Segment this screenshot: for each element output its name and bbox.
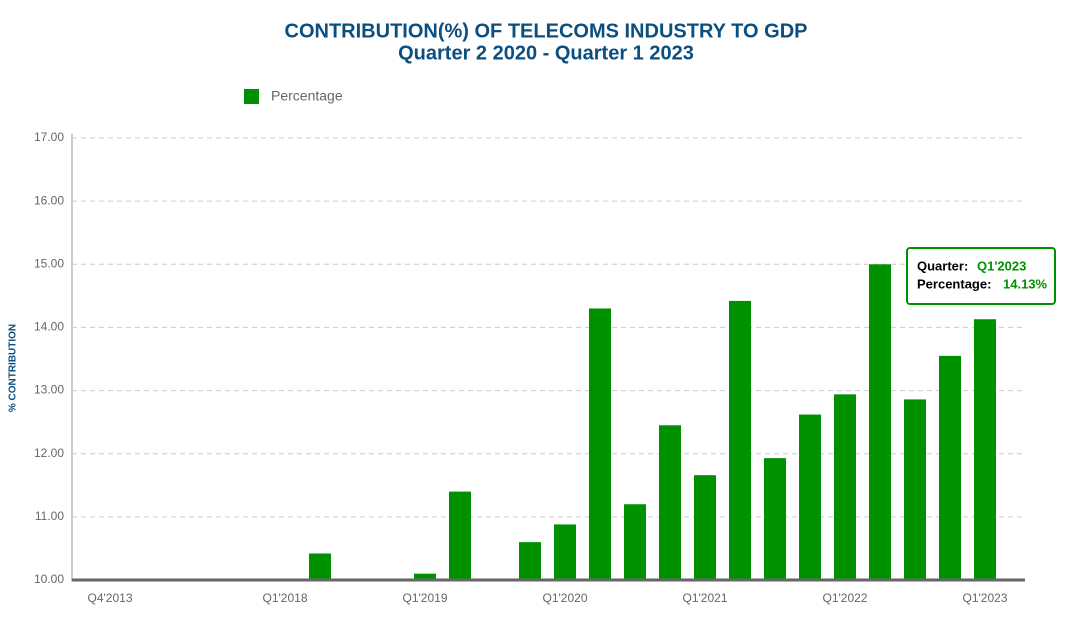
bar	[659, 425, 681, 580]
bar	[414, 573, 436, 580]
tooltip-key: Percentage:	[917, 276, 991, 291]
bar	[764, 458, 786, 580]
chart-subtitle: Quarter 2 2020 - Quarter 1 2023	[398, 42, 694, 64]
bar	[799, 414, 821, 580]
bar	[904, 399, 926, 580]
tooltip-key: Quarter:	[917, 258, 968, 273]
x-tick-label: Q1'2018	[263, 591, 308, 605]
bar	[939, 355, 961, 580]
bar	[869, 264, 891, 580]
x-tick-label: Q4'2013	[88, 591, 133, 605]
legend-label[interactable]: Percentage	[271, 88, 343, 104]
y-tick-label: 11.00	[35, 509, 64, 523]
tooltip-value: Q1'2023	[977, 258, 1026, 273]
tooltip-box	[906, 247, 1056, 305]
y-axis-label: % CONTRIBUTION	[8, 324, 19, 412]
y-tick-label: 13.00	[34, 383, 64, 397]
bar	[449, 491, 471, 580]
x-tick-label: Q1'2022	[823, 591, 868, 605]
bar	[554, 524, 576, 580]
bar	[624, 504, 646, 580]
bar	[309, 553, 331, 580]
bar	[974, 319, 996, 580]
tooltip-value: 14.13%	[1003, 276, 1048, 291]
y-tick-label: 15.00	[34, 256, 64, 270]
bar	[729, 300, 751, 580]
y-tick-label: 17.00	[34, 130, 64, 144]
legend-swatch[interactable]	[244, 89, 259, 104]
y-tick-label: 10.00	[34, 572, 64, 586]
bar	[589, 308, 611, 580]
chart-title: CONTRIBUTION(%) OF TELECOMS INDUSTRY TO …	[285, 20, 808, 42]
y-tick-label: 14.00	[34, 320, 64, 334]
bar	[519, 542, 541, 580]
bar	[834, 394, 856, 580]
x-tick-label: Q1'2023	[963, 591, 1008, 605]
bar	[694, 475, 716, 580]
y-tick-label: 12.00	[34, 446, 64, 460]
x-tick-label: Q1'2020	[543, 591, 588, 605]
x-tick-label: Q1'2021	[683, 591, 728, 605]
x-tick-label: Q1'2019	[403, 591, 448, 605]
y-tick-label: 16.00	[34, 193, 64, 207]
